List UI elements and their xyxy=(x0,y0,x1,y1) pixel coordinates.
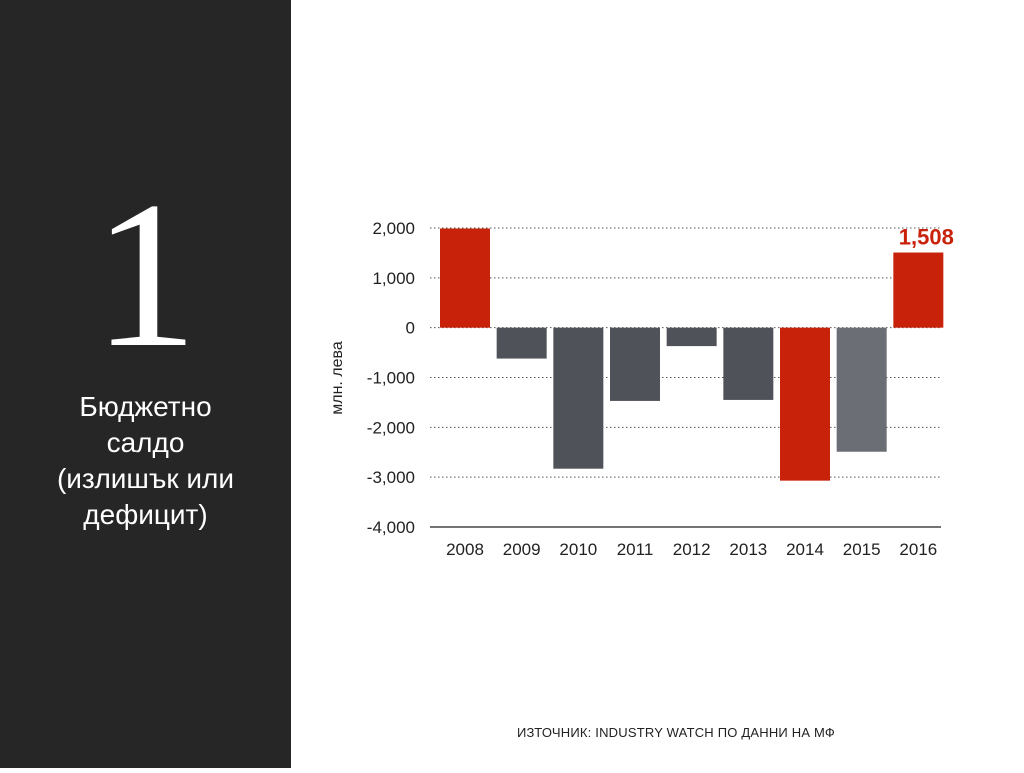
x-tick-label: 2009 xyxy=(503,540,541,559)
data-label: 1,508 xyxy=(899,225,954,250)
slide-title: Бюджетно салдо (излишък или дефицит) xyxy=(20,389,271,533)
slide-title-line: дефицит) xyxy=(83,499,208,530)
bar-chart: 2,000 1,000 0 -1,000 -2,000 -3,000 -4,000 2008 2… xyxy=(329,219,954,559)
left-panel: 1 Бюджетно салдо (излишък или дефицит) xyxy=(0,0,291,768)
bar-2008 xyxy=(440,228,490,328)
y-axis-label: млн. лева xyxy=(329,341,346,415)
slide-number: 1 xyxy=(93,159,198,391)
x-tick-label: 2010 xyxy=(559,540,597,559)
slide-title-line: (излишък или xyxy=(56,463,235,494)
chart-area: 2,000 1,000 0 -1,000 -2,000 -3,000 -4,000 2008 2… xyxy=(291,0,1024,768)
x-tick-label: 2013 xyxy=(729,540,767,559)
bar-2010 xyxy=(553,327,604,469)
y-tick-label: 2,000 xyxy=(372,219,415,238)
x-tick-label: 2012 xyxy=(673,540,711,559)
bar-2012 xyxy=(666,327,717,347)
slide-title-line: салдо xyxy=(106,427,185,458)
bar-2013 xyxy=(723,327,774,400)
bar-2011 xyxy=(610,327,660,401)
x-tick-label: 2014 xyxy=(786,540,824,559)
bar-2016 xyxy=(893,252,944,328)
y-tick-label: -2,000 xyxy=(367,418,415,437)
x-tick-label: 2016 xyxy=(899,540,937,559)
y-tick-label: -3,000 xyxy=(367,468,415,487)
y-tick-label: -4,000 xyxy=(367,518,415,537)
x-tick-label: 2008 xyxy=(446,540,484,559)
y-tick-label: -1,000 xyxy=(367,369,415,388)
bar-2009 xyxy=(496,327,547,359)
y-tick-label: 0 xyxy=(406,319,415,338)
slide-title-line: Бюджетно xyxy=(79,391,212,422)
source-note: ИЗТОЧНИК: INDUSTRY WATCH ПО ДАННИ НА МФ xyxy=(517,725,836,740)
x-tick-label: 2015 xyxy=(843,540,881,559)
y-tick-label: 1,000 xyxy=(372,269,415,288)
x-tick-label: 2011 xyxy=(617,540,654,559)
bar-2014 xyxy=(780,327,830,481)
bar-2015 xyxy=(836,327,887,452)
